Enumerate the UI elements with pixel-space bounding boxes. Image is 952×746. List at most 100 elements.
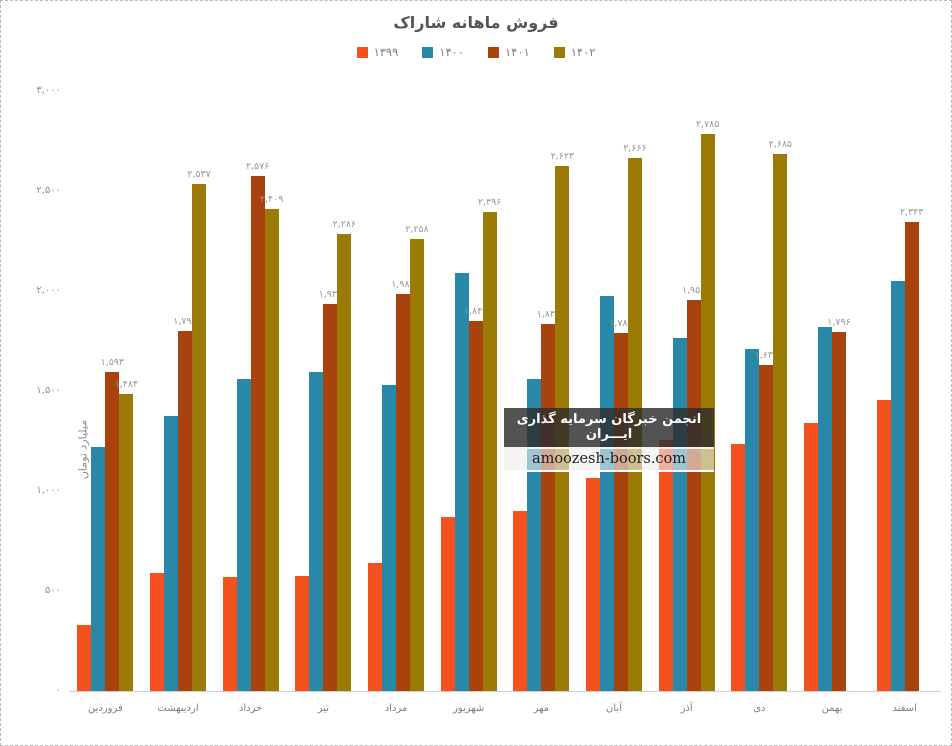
x-category-label: آبان — [606, 703, 622, 714]
bar-label: ۱,۵۹۳ — [100, 357, 125, 369]
legend-item: ۱۴۰۱ — [488, 45, 530, 59]
legend-label: ۱۳۹۹ — [373, 45, 399, 59]
bar — [876, 400, 891, 691]
bar — [295, 576, 310, 691]
legend: ۱۳۹۹ ۱۴۰۰ ۱۴۰۱ ۱۴۰۲ — [1, 45, 951, 59]
watermark-site-url: amoozesh-boors.com — [504, 449, 714, 472]
bar — [614, 333, 628, 691]
bar — [382, 385, 396, 691]
legend-label: ۱۴۰۰ — [439, 45, 464, 59]
bar — [745, 349, 760, 691]
bar — [396, 293, 410, 691]
x-category-label: آذر — [680, 703, 693, 714]
bar — [119, 394, 134, 691]
legend-swatch-1 — [356, 46, 368, 58]
bar — [832, 331, 846, 691]
bar-label: ۱,۹۳۷ — [318, 288, 343, 300]
bar — [686, 300, 701, 691]
x-category-label: شهریور — [453, 703, 485, 714]
plot-area: میلیارد تومان ۳,۰۰۰ ۲,۵۰۰ ۲,۰۰۰ ۱,۵۰۰ ۱,۰۰۰ ۵… — [36, 85, 941, 714]
y-tick-label: ۵۰۰ — [44, 585, 61, 596]
bar — [586, 478, 600, 691]
bar-label: ۱,۶۳۱ — [754, 349, 779, 361]
bar-label: ۱,۴۸۴ — [114, 379, 139, 391]
legend-swatch-4 — [553, 46, 565, 58]
bar — [773, 154, 788, 691]
bar-label: ۱,۸۴۹ — [463, 306, 488, 318]
bar — [150, 573, 164, 691]
bar — [309, 372, 324, 691]
bar-label: ۲,۷۸۵ — [695, 119, 720, 130]
x-category-label: دی — [753, 703, 766, 714]
bar — [890, 281, 905, 691]
bar-label: ۲,۵۳۷ — [187, 168, 211, 180]
watermark: انجمن خبرگان سرمایه گذاری ایـــران amooz… — [504, 408, 714, 472]
bar-label: ۲,۳۹۶ — [477, 196, 502, 208]
bar — [804, 423, 818, 691]
bar-label: ۲,۶۶۶ — [623, 142, 647, 154]
bar — [541, 323, 556, 691]
x-axis-line — [69, 691, 941, 692]
bar-label: ۱,۷۹۶ — [827, 316, 851, 328]
y-tick-label: ۳,۰۰۰ — [36, 85, 61, 96]
y-axis-title: میلیارد تومان — [76, 419, 90, 480]
bar-label: ۲,۶۲۳ — [550, 151, 575, 163]
bar-label: ۱,۹۵۵ — [681, 285, 706, 296]
legend-item: ۱۴۰۲ — [553, 45, 596, 59]
bar — [77, 625, 92, 691]
legend-label: ۱۴۰۲ — [570, 45, 596, 59]
bar-label: ۲,۵۷۶ — [245, 160, 270, 172]
x-category-label: مرداد — [384, 703, 408, 714]
bar — [164, 416, 178, 691]
bar — [482, 211, 497, 691]
bar — [105, 372, 120, 691]
x-category-label: خرداد — [238, 703, 263, 714]
x-category-label: تیر — [317, 703, 329, 714]
bar-label: ۱,۹۸۷ — [391, 278, 415, 290]
bar — [513, 511, 528, 691]
y-tick-label: ۱,۰۰۰ — [36, 485, 61, 496]
bar — [222, 577, 237, 691]
bar — [454, 273, 469, 691]
bar — [731, 444, 746, 691]
chart-title: فروش ماهانه شاراک — [393, 13, 559, 32]
bar — [440, 517, 455, 691]
bar — [410, 239, 424, 691]
bar-label: ۱,۷۹۸ — [173, 316, 197, 328]
bar-label: ۲,۴۰۹ — [259, 194, 284, 206]
bar-label: ۲,۳۴۳ — [899, 207, 924, 219]
legend-swatch-3 — [488, 46, 499, 58]
bar-label: ۱,۸۳۷ — [536, 308, 561, 320]
bar — [178, 331, 192, 691]
bar — [904, 222, 919, 691]
bar — [264, 209, 279, 691]
bar — [658, 440, 673, 691]
x-category-label: اسفند — [892, 703, 917, 714]
bar — [600, 296, 614, 691]
y-tick-label: ۱,۵۰۰ — [36, 385, 61, 396]
x-category-label: مهر — [533, 703, 550, 714]
bar — [236, 379, 251, 691]
bar-label: ۲,۲۸۶ — [332, 218, 357, 230]
bar — [323, 303, 338, 691]
bar — [91, 447, 106, 691]
y-tick-label: ۰ — [55, 685, 61, 696]
y-tick-label: ۲,۰۰۰ — [36, 285, 61, 296]
bar — [337, 233, 352, 691]
watermark-association-text: انجمن خبرگان سرمایه گذاری ایـــران — [504, 408, 714, 449]
bar-label: ۲,۲۵۸ — [405, 224, 429, 236]
legend-label: ۱۴۰۱ — [505, 45, 530, 59]
bar-label: ۱,۷۸۹ — [609, 318, 633, 330]
bar — [192, 183, 206, 691]
bar — [468, 321, 483, 691]
bar — [818, 327, 832, 691]
bar — [250, 175, 265, 691]
bar — [368, 563, 382, 691]
y-tick-label: ۲,۵۰۰ — [36, 185, 61, 196]
x-category-label: بهمن — [821, 703, 843, 714]
bar — [759, 364, 774, 691]
x-category-label: اردیبهشت — [157, 703, 199, 714]
legend-swatch-2 — [422, 46, 434, 58]
bar-label: ۲,۶۸۵ — [768, 139, 793, 150]
